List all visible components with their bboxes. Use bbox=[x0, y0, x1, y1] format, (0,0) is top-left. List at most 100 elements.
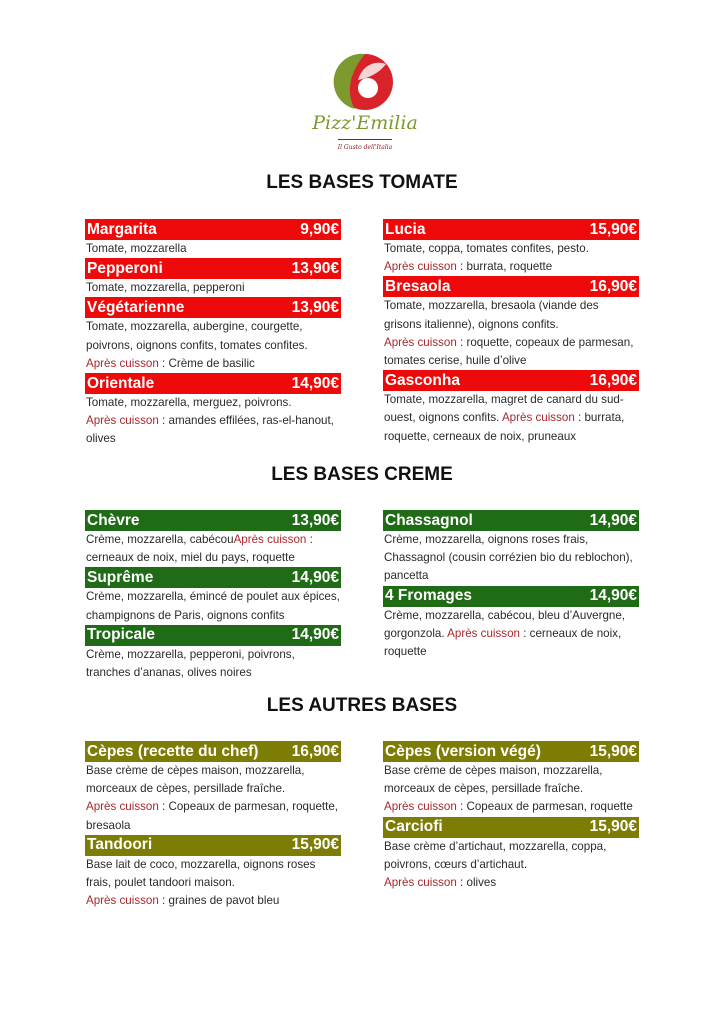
item-ingredients: Tomate, mozzarella, aubergine, courgette… bbox=[86, 320, 308, 352]
menu-item: Suprême 14,90€ Crème, mozzarella, émincé d… bbox=[85, 567, 341, 624]
item-header: Bresaola 16,90€ bbox=[383, 276, 639, 298]
item-description: Crème, mozzarella, pepperoni, poivrons, … bbox=[85, 646, 341, 682]
item-name: Suprême bbox=[87, 568, 154, 586]
after-cooking-label: Après cuisson bbox=[384, 335, 457, 349]
item-name: Végétarienne bbox=[87, 298, 185, 316]
menu-item: Carciofi 15,90€ Base crème d’artichaut, mo… bbox=[383, 816, 639, 893]
item-price: 13,90€ bbox=[291, 298, 339, 316]
item-ingredients: Crème, mozzarella, cabécou, bleu d’Auver… bbox=[384, 608, 626, 640]
item-name: Lucia bbox=[385, 220, 426, 238]
item-description: Tomate, coppa, tomates confites, pesto. A… bbox=[383, 240, 639, 276]
item-description: Base crème de cèpes maison, mozzarella, … bbox=[383, 762, 639, 817]
item-name: Pepperoni bbox=[87, 259, 163, 277]
menu-column-right: Chassagnol 14,90€ Crème, mozzarella, oigno… bbox=[383, 510, 639, 661]
item-header: Tandoori 15,90€ bbox=[85, 834, 341, 856]
item-description: Tomate, mozzarella bbox=[85, 240, 341, 258]
item-description: Tomate, mozzarella, aubergine, courgette… bbox=[85, 318, 341, 373]
item-name: Chassagnol bbox=[385, 511, 473, 529]
item-ingredients: Tomate, mozzarella bbox=[86, 242, 187, 255]
menu-item: 4 Fromages 14,90€ Crème, mozzarella, cabéc… bbox=[383, 585, 639, 662]
item-price: 13,90€ bbox=[291, 259, 339, 277]
menu-item: Pepperoni 13,90€ Tomate, mozzarella, peppe… bbox=[85, 258, 341, 297]
after-cooking-label: Après cuisson bbox=[447, 626, 520, 640]
item-price: 15,90€ bbox=[291, 836, 339, 854]
after-cooking-toppings: : burrata, roquette bbox=[456, 260, 553, 274]
item-price: 15,90€ bbox=[589, 742, 637, 760]
item-description: Crème, mozzarella, émincé de poulet aux … bbox=[85, 588, 341, 624]
item-price: 13,90€ bbox=[291, 511, 339, 529]
item-header: Margarita 9,90€ bbox=[85, 219, 341, 240]
after-cooking-toppings: : Crème de basilic bbox=[158, 356, 255, 370]
after-cooking-toppings: : cerneaux de noix, miel du pays, roquet… bbox=[86, 533, 313, 565]
item-ingredients: Tomate, mozzarella, bresaola (viande des… bbox=[384, 299, 599, 331]
item-name: Cèpes (recette du chef) bbox=[87, 742, 259, 760]
item-price: 16,90€ bbox=[589, 371, 637, 389]
item-header: Orientale 14,90€ bbox=[85, 373, 341, 395]
menu-item: Gasconha 16,90€ Tomate, mozzarella, magret… bbox=[383, 370, 639, 446]
section-title: LES BASES TOMATE bbox=[266, 172, 458, 193]
item-description: Tomate, mozzarella, bresaola (viande des… bbox=[383, 297, 639, 370]
item-header: Cèpes (version végé) 15,90€ bbox=[383, 741, 639, 762]
menu-item: Chèvre 13,90€ Crème, mozzarella, cabécouAp… bbox=[85, 510, 341, 567]
logo-name: Pizz'Emilia bbox=[312, 112, 418, 134]
menu-item: Végétarienne 13,90€ Tomate, mozzarella, au… bbox=[85, 297, 341, 373]
logo-divider bbox=[338, 139, 392, 140]
logo-tagline: Il Gusto dell'Italia bbox=[337, 144, 393, 151]
item-ingredients: Base lait de coco, mozzarella, oignons r… bbox=[86, 857, 316, 890]
item-price: 15,90€ bbox=[589, 220, 637, 238]
item-name: Margarita bbox=[87, 220, 157, 238]
after-cooking-toppings: : Copeaux de parmesan, roquette bbox=[456, 800, 633, 814]
item-name: Chèvre bbox=[87, 511, 140, 529]
item-description: Tomate, mozzarella, pepperoni bbox=[85, 279, 341, 297]
menu-item: Margarita 9,90€ Tomate, mozzarella bbox=[85, 219, 341, 258]
after-cooking-toppings: : amandes effilées, ras-el-hanout, olive… bbox=[86, 414, 334, 446]
after-cooking-label: Après cuisson bbox=[86, 894, 159, 908]
item-price: 15,90€ bbox=[589, 818, 637, 836]
item-ingredients: Crème, mozzarella, pepperoni, poivrons, … bbox=[86, 647, 295, 680]
after-cooking-label: Après cuisson bbox=[384, 876, 457, 890]
logo-tomato-leaf-icon bbox=[333, 53, 393, 110]
item-price: 14,90€ bbox=[589, 587, 637, 605]
item-name: 4 Fromages bbox=[385, 587, 473, 605]
item-ingredients: Base crème de cèpes maison, mozzarella, … bbox=[384, 764, 603, 796]
item-header: 4 Fromages 14,90€ bbox=[383, 585, 639, 607]
item-ingredients: Base crème d’artichaut, mozzarella, copp… bbox=[384, 839, 607, 871]
item-header: Cèpes (recette du chef) 16,90€ bbox=[85, 741, 341, 762]
item-ingredients: Crème, mozzarella, émincé de poulet aux … bbox=[86, 590, 340, 622]
item-price: 16,90€ bbox=[589, 277, 637, 295]
logo: Pizz'Emilia Il Gusto dell'Italia bbox=[300, 52, 430, 160]
item-description: Base crème d’artichaut, mozzarella, copp… bbox=[383, 838, 639, 893]
item-description: Crème, mozzarella, oignons roses frais, … bbox=[383, 531, 639, 586]
item-ingredients: Tomate, coppa, tomates confites, pesto. bbox=[384, 242, 589, 255]
item-price: 14,90€ bbox=[291, 374, 339, 392]
item-header: Lucia 15,90€ bbox=[383, 219, 639, 240]
item-description: Crème, mozzarella, cabécou, bleu d’Auver… bbox=[383, 607, 639, 662]
after-cooking-toppings: : olives bbox=[456, 876, 497, 890]
item-header: Gasconha 16,90€ bbox=[383, 370, 639, 392]
item-description: Crème, mozzarella, cabécouAprès cuisson … bbox=[85, 531, 341, 567]
menu-item: Cèpes (version végé) 15,90€ Base crème de … bbox=[383, 741, 639, 817]
after-cooking-label: Après cuisson bbox=[86, 414, 159, 428]
item-ingredients: Tomate, mozzarella, magret de canard du … bbox=[384, 393, 624, 425]
item-price: 14,90€ bbox=[589, 511, 637, 529]
menu-column-left: Margarita 9,90€ Tomate, mozzarella Pepperon… bbox=[85, 219, 341, 449]
item-header: Végétarienne 13,90€ bbox=[85, 297, 341, 319]
after-cooking-label: Après cuisson bbox=[233, 533, 307, 546]
item-description: Tomate, mozzarella, merguez, poivrons. Ap… bbox=[85, 394, 341, 449]
item-name: Orientale bbox=[87, 374, 155, 392]
menu-column-left: Cèpes (recette du chef) 16,90€ Base crème … bbox=[85, 741, 341, 910]
menu-item: Lucia 15,90€ Tomate, coppa, tomates confit… bbox=[383, 219, 639, 276]
item-ingredients: Tomate, mozzarella, pepperoni bbox=[86, 281, 245, 295]
menu-item: Tropicale 14,90€ Crème, mozzarella, pepper… bbox=[85, 624, 341, 682]
item-price: 9,90€ bbox=[300, 220, 339, 238]
item-header: Carciofi 15,90€ bbox=[383, 816, 639, 838]
after-cooking-toppings: : burrata, roquette, cerneaux de noix, p… bbox=[384, 411, 625, 443]
section-title: LES AUTRES BASES bbox=[266, 695, 458, 716]
after-cooking-label: Après cuisson bbox=[86, 800, 159, 814]
after-cooking-toppings: : Copeaux de parmesan, roquette, bresaol… bbox=[86, 800, 338, 832]
item-ingredients: Crème, mozzarella, oignons roses frais, … bbox=[384, 533, 633, 583]
section-title: LES BASES CREME bbox=[271, 464, 453, 485]
item-name: Carciofi bbox=[385, 818, 443, 836]
menu-item: Tandoori 15,90€ Base lait de coco, mozzare… bbox=[85, 834, 341, 911]
item-price: 14,90€ bbox=[291, 626, 339, 644]
